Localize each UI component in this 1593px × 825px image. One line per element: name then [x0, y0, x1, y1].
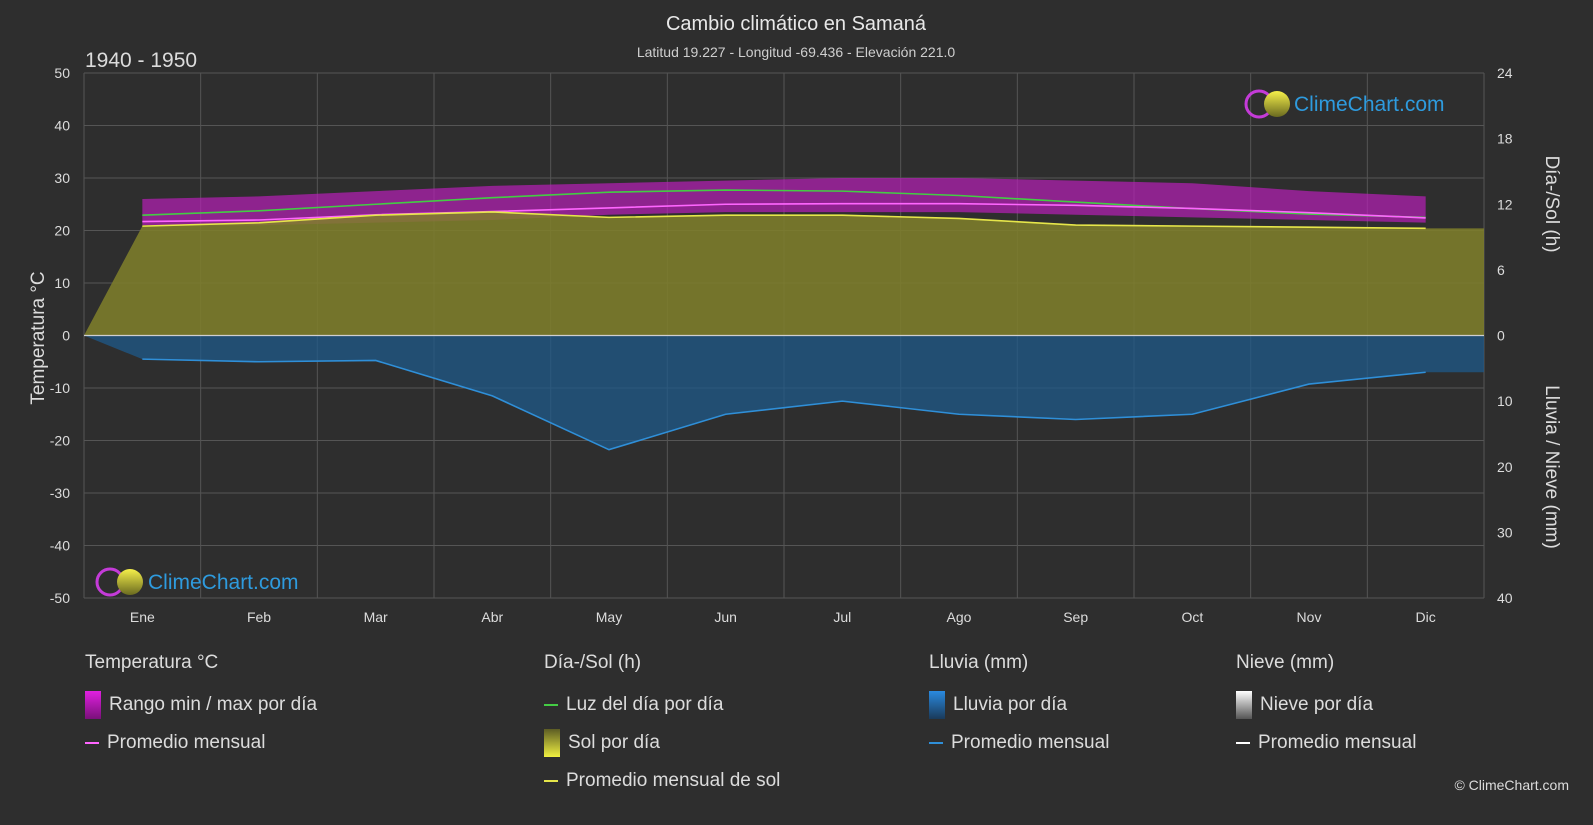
rain-fill: [84, 335, 1484, 450]
legend-label: Lluvia por día: [953, 694, 1068, 715]
y-left-tick-label: -20: [50, 433, 70, 449]
y-right-top-tick-label: 18: [1497, 131, 1513, 147]
legend-snow: Nieve (mm) Nieve por día Promedio mensua…: [1236, 652, 1416, 762]
temperature-avg-line: [142, 202, 1426, 223]
brand-text-bottom: ClimeChart.com: [148, 571, 299, 594]
rain-bars: [84, 335, 1484, 450]
legend-label: Promedio mensual de sol: [566, 770, 781, 791]
legend-header-rain: Lluvia (mm): [929, 652, 1029, 673]
axes: 50 40 30 20 10 0 -10 -20 -30 -40 -50 24 18 12 6 0 10 20 30…: [50, 65, 1513, 625]
logo-sun-icon: [1264, 91, 1290, 117]
legend-sun: Día-/Sol (h) Luz del día por día Sol por…: [544, 652, 780, 800]
y-left-tick-label: 50: [54, 65, 70, 81]
legend-label: Nieve por día: [1260, 694, 1374, 715]
y-left-label: Temperatura °C: [28, 271, 49, 404]
x-tick-label: Abr: [481, 609, 503, 625]
legend-item: Promedio mensual: [1236, 724, 1416, 762]
y-right-bottom-label: Lluvia / Nieve (mm): [1541, 385, 1562, 549]
y-right-bottom-tick-label: 30: [1497, 524, 1513, 540]
y-left-tick-label: -50: [50, 590, 70, 606]
legend-item: Promedio mensual de sol: [544, 762, 780, 800]
y-left-tick-label: 10: [54, 275, 70, 291]
y-right-bottom-tick-label: 10: [1497, 393, 1513, 409]
brand-logo-top: ClimeChart.com: [1244, 89, 1445, 119]
x-tick-label: Sep: [1063, 609, 1088, 625]
legend-label: Luz del día por día: [566, 694, 724, 715]
legend-header-sun: Día-/Sol (h): [544, 652, 642, 673]
x-tick-label: Oct: [1181, 609, 1203, 625]
y-right-top-tick-label: 6: [1497, 262, 1505, 278]
x-tick-label: Mar: [364, 609, 388, 625]
legend-item: Lluvia por día: [929, 686, 1109, 724]
copyright-text: © ClimeChart.com: [1454, 777, 1569, 793]
y-right-bottom-tick-label: 20: [1497, 459, 1513, 475]
sunshine-avg-line: [142, 211, 1426, 230]
period-label: 1940 - 1950: [85, 49, 197, 72]
magenta-line-icon: [85, 742, 99, 744]
legend-item: Sol por día: [544, 724, 780, 762]
sunshine-fill: [84, 211, 1484, 336]
y-right-top-label: Día-/Sol (h): [1541, 155, 1562, 252]
y-left-tick-label: 20: [54, 223, 70, 239]
y-left-tick-label: 40: [54, 118, 70, 134]
y-left-tick-label: -40: [50, 538, 70, 554]
x-tick-label: Ago: [947, 609, 972, 625]
x-tick-label: Feb: [247, 609, 271, 625]
x-tick-label: Dic: [1416, 609, 1436, 625]
logo-sun-icon: [117, 569, 143, 595]
legend-rain: Lluvia (mm) Lluvia por día Promedio mens…: [929, 652, 1109, 762]
legend-header-snow: Nieve (mm): [1236, 652, 1335, 673]
brand-text-top: ClimeChart.com: [1294, 93, 1445, 116]
legend-item: Promedio mensual: [85, 724, 317, 762]
legend-header-temperature: Temperatura °C: [85, 652, 219, 673]
rain-avg-line: [142, 358, 1426, 451]
white-line-icon: [1236, 742, 1250, 744]
legend-item: Luz del día por día: [544, 686, 780, 724]
y-right-top-tick-label: 24: [1497, 65, 1513, 81]
x-tick-label: Jul: [833, 609, 851, 625]
y-left-tick-label: 0: [62, 328, 70, 344]
y-right-top-tick-label: 0: [1497, 328, 1505, 344]
magenta-gradient-box-icon: [85, 691, 101, 719]
y-left-tick-label: -10: [50, 380, 70, 396]
sunshine-area: [84, 211, 1484, 336]
legend-label: Promedio mensual: [1258, 732, 1417, 753]
legend-temperature: Temperatura °C Rango min / max por día P…: [85, 652, 317, 762]
blue-line-icon: [929, 742, 943, 744]
legend-item: Rango min / max por día: [85, 686, 317, 724]
white-gradient-box-icon: [1236, 691, 1252, 719]
x-tick-label: Nov: [1297, 609, 1322, 625]
blue-gradient-box-icon: [929, 691, 945, 719]
legend-label: Promedio mensual: [951, 732, 1110, 753]
y-left-tick-label: 30: [54, 170, 70, 186]
x-tick-label: May: [596, 609, 622, 625]
yellow-gradient-box-icon: [544, 729, 560, 757]
y-right-bottom-tick-label: 40: [1497, 590, 1513, 606]
legend-item: Promedio mensual: [929, 724, 1109, 762]
legend-label: Rango min / max por día: [109, 694, 318, 715]
legend-item: Nieve por día: [1236, 686, 1416, 724]
y-right-top-tick-label: 12: [1497, 196, 1513, 212]
brand-logo-bottom: ClimeChart.com: [95, 567, 299, 597]
x-tick-label: Ene: [130, 609, 155, 625]
legend-label: Sol por día: [568, 732, 660, 753]
green-line-icon: [544, 704, 558, 706]
x-tick-label: Jun: [714, 609, 737, 625]
series-lines: [84, 189, 1484, 451]
yellow-line-icon: [544, 780, 558, 782]
chart-subtitle: Latitud 19.227 - Longitud -69.436 - Elev…: [637, 44, 956, 60]
y-left-tick-label: -30: [50, 485, 70, 501]
chart-title: Cambio climático en Samaná: [666, 13, 927, 35]
legend-label: Promedio mensual: [107, 732, 266, 753]
